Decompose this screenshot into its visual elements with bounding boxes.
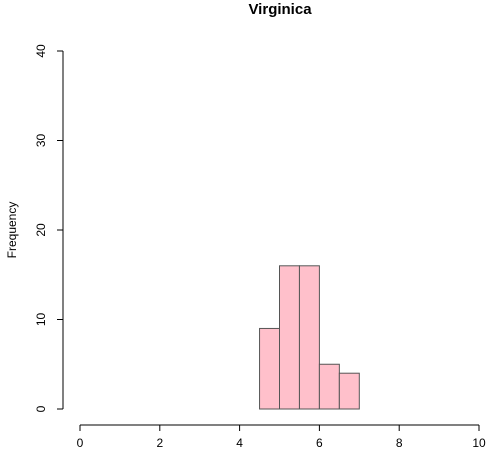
x-tick-label: 0	[77, 436, 84, 450]
x-axis: 0 2 4 6 8 10	[77, 424, 486, 450]
y-tick-label: 20	[34, 223, 48, 237]
histogram-bar-0	[259, 327, 280, 410]
histogram-bar-4	[338, 372, 360, 410]
x-tick-label: 8	[396, 436, 403, 450]
y-tick-label: 30	[34, 134, 48, 148]
chart-title: Virginica	[248, 1, 312, 18]
bars	[259, 265, 360, 410]
y-axis-label: Frequency	[5, 202, 19, 259]
y-tick-label: 0	[34, 405, 48, 412]
y-axis: 0 10 20 30 40	[34, 44, 64, 412]
y-tick-label: 40	[34, 44, 48, 58]
histogram-bar-3	[318, 363, 340, 410]
histogram-bar-1	[279, 265, 300, 410]
x-tick-label: 4	[236, 436, 243, 450]
y-tick-label: 10	[34, 313, 48, 327]
x-tick-label: 2	[156, 436, 163, 450]
histogram-bar-2	[298, 265, 320, 410]
x-tick-label: 10	[472, 436, 486, 450]
x-tick-label: 6	[316, 436, 323, 450]
